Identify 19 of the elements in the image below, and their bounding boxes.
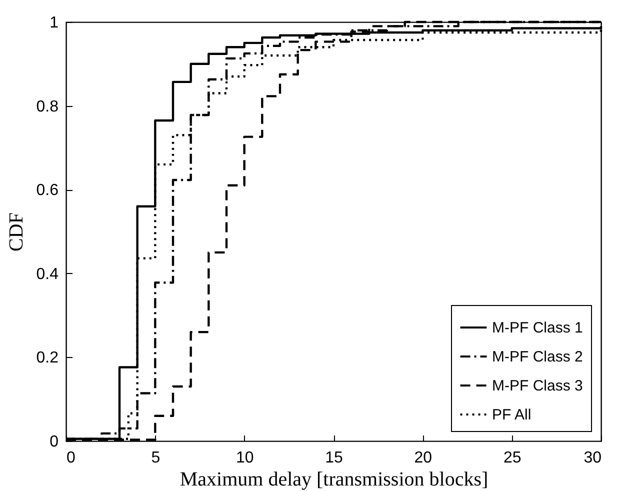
y-tick-label: 0 [50, 434, 59, 450]
legend-label: M-PF Class 2 [492, 348, 583, 366]
y-tick-label: 1 [50, 14, 59, 32]
x-tick-label: 15 [325, 450, 343, 466]
y-tick-label: 0.8 [36, 98, 59, 116]
y-tick-label: 0.4 [36, 266, 59, 283]
x-tick-label: 30 [584, 450, 602, 466]
x-tick-label: 25 [503, 450, 522, 466]
y-tick-label: 0.6 [36, 182, 59, 200]
x-axis-title: Maximum delay [transmission blocks] [180, 468, 488, 490]
y-axis-title: CDF [5, 212, 28, 252]
x-tick-label: 20 [414, 450, 432, 466]
x-tick-label: 0 [66, 450, 76, 466]
legend-label: M-PF Class 1 [492, 320, 583, 336]
legend-label: PF All [492, 406, 532, 424]
y-tick-label: 0.2 [36, 350, 59, 367]
x-tick-label: 5 [151, 450, 160, 466]
legend-label: M-PF Class 3 [492, 378, 583, 394]
x-tick-label: 10 [236, 450, 254, 466]
